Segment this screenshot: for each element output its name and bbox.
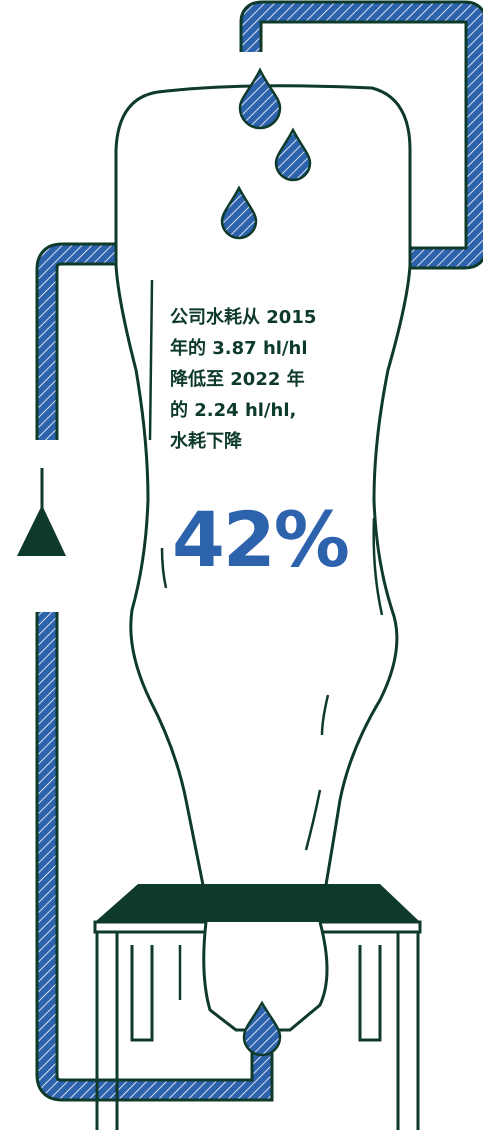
caption-line: 的 2.24 hl/hl, (170, 400, 297, 421)
water-drop-icon (220, 185, 258, 240)
bottle-body (114, 84, 412, 922)
top-pipe (239, 0, 483, 270)
reduction-percentage: 42% (172, 495, 350, 584)
caption-line: 公司水耗从 2015 (170, 307, 317, 328)
up-arrow-icon (17, 468, 66, 556)
left-pipe-lower (35, 612, 274, 1102)
caption-line: 水耗下降 (170, 431, 242, 452)
water-consumption-text: 公司水耗从 2015 年的 3.87 hl/hl 降低至 2022 年 的 2.… (170, 302, 370, 457)
water-drop-icon (242, 1000, 282, 1057)
left-pipe-upper (35, 242, 118, 440)
caption-line: 降低至 2022 年 (170, 369, 305, 390)
water-drop-icon (274, 127, 312, 182)
caption-line: 年的 3.87 hl/hl (170, 338, 308, 359)
water-drop-icon (238, 67, 282, 130)
bottle-sketch-lines (148, 279, 384, 851)
